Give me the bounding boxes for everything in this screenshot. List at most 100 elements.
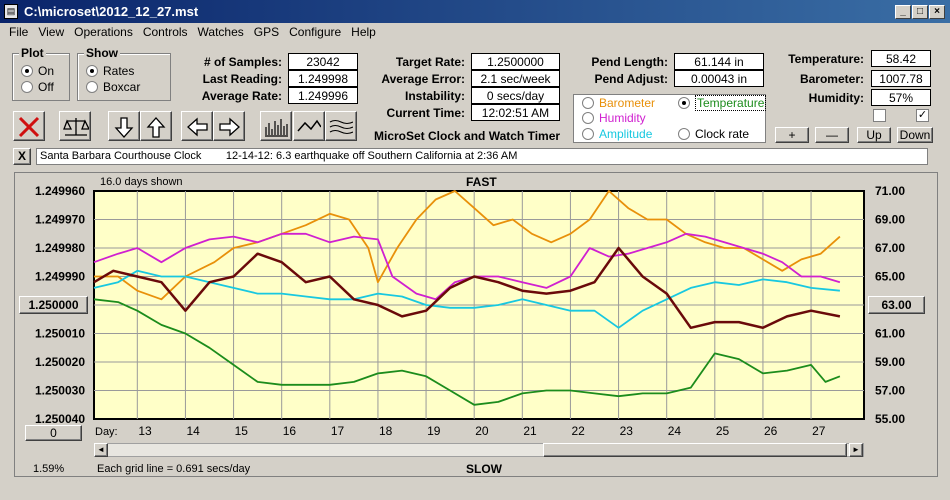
pend-length-label: Pend Length: [591,55,668,69]
window-title: C:\microset\2012_12_27.mst [24,4,199,19]
temperature-radio[interactable]: Temperature [678,95,767,111]
fast-label: FAST [466,175,497,189]
arrow-down-icon [114,117,134,138]
menu-file[interactable]: File [9,25,29,39]
chart-panel [14,172,938,477]
barometer-radio[interactable]: Barometer [582,96,655,110]
plot-off-radio[interactable]: Off [21,80,54,94]
arrow-down-button[interactable] [108,111,140,141]
plot-group-title: Plot [19,46,46,60]
calibrate-button[interactable] [59,111,91,141]
menu-watches[interactable]: Watches [197,25,244,39]
clock-rate-radio[interactable]: Clock rate [678,127,749,141]
slow-label: SLOW [466,462,502,476]
target-rate-value: 1.2500000 [471,53,560,70]
graph-selector-panel: Barometer Temperature Humidity Clock rat… [573,94,767,143]
arrow-left-icon [187,117,208,137]
arrow-right-icon [219,117,240,137]
radio-dot-icon [582,97,594,109]
microset-app-icon[interactable]: ▤ [4,4,18,19]
menu-view[interactable]: View [38,25,65,39]
radio-dot-icon [21,81,33,93]
humidity-radio-label: Humidity [599,111,646,125]
barometer-value: 1007.78 [871,70,931,87]
temperature-radio-label: Temperature [695,95,767,111]
menu-help[interactable]: Help [351,25,376,39]
barometer-radio-label: Barometer [599,96,656,110]
arrow-right-button[interactable] [213,111,245,141]
zero-button[interactable]: 0 [25,425,82,441]
grid-line-note: Each grid line = 0.691 secs/day [97,463,251,475]
show-rates-label: Rates [103,64,135,78]
samples-label: # of Samples: [203,55,282,69]
scroll-thumb[interactable] [543,443,847,457]
current-time-label: Current Time: [386,106,465,120]
option-checkbox-2[interactable]: ✓ [916,109,929,122]
minimize-button[interactable]: _ [895,5,911,19]
scroll-right-button[interactable]: ► [849,443,863,457]
barometer-label: Barometer: [799,72,864,86]
left-axis-center-button[interactable]: 1.250000 [19,296,88,314]
radio-dot-icon [86,81,98,93]
scroll-left-button[interactable]: ◄ [94,443,108,457]
pend-length-value: 61.144 in [674,53,764,70]
temperature-value: 58.42 [871,50,931,67]
radio-dot-icon [678,128,690,140]
minus-button[interactable]: — [815,127,849,143]
bar-view-button[interactable] [260,111,292,141]
average-rate-value: 1.249996 [288,87,358,104]
right-axis-center-button[interactable]: 63.00 [868,296,925,314]
close-button[interactable]: × [929,5,945,19]
line-view-button[interactable] [293,111,325,141]
humidity-radio[interactable]: Humidity [582,111,646,125]
arrow-up-icon [146,117,166,138]
wave-view-button[interactable] [325,111,357,141]
last-reading-label: Last Reading: [202,72,282,86]
radio-dot-icon [21,65,33,77]
show-boxcar-radio[interactable]: Boxcar [86,80,140,94]
plus-button[interactable]: + [775,127,809,143]
red-x-icon [18,116,40,138]
option-checkbox-1[interactable] [873,109,886,122]
arrow-left-button[interactable] [181,111,213,141]
show-group: Show Rates Boxcar [77,46,171,101]
menu-bar: File View Operations Controls Watches GPS Conf… [0,23,950,42]
menu-gps[interactable]: GPS [253,25,280,39]
arrow-up-button[interactable] [140,111,172,141]
average-error-label: Average Error: [381,72,465,86]
balance-scale-icon [63,118,89,136]
chart-scrollbar[interactable]: ◄ ► [94,443,864,457]
message-text: Santa Barbara Courthouse Clock 12-14-12:… [36,148,928,165]
radio-dot-icon [678,97,690,109]
bar-graph-icon [265,119,288,137]
menu-configure[interactable]: Configure [289,25,342,39]
average-rate-label: Average Rate: [201,89,282,103]
radio-dot-icon [86,65,98,77]
title-bar[interactable]: ▤ C:\microset\2012_12_27.mst _ □ × [0,0,950,23]
down-button[interactable]: Down [897,127,933,143]
line-graph-icon [297,119,321,132]
message-close-button[interactable]: X [13,148,31,165]
menu-operations[interactable]: Operations [74,25,133,39]
clock-rate-radio-label: Clock rate [695,127,750,141]
plot-on-radio[interactable]: On [21,64,54,78]
humidity-value: 57% [871,89,931,106]
menu-controls[interactable]: Controls [142,25,188,39]
show-rates-radio[interactable]: Rates [86,64,134,78]
average-error-value: 2.1 sec/week [471,70,560,87]
pend-adjust-label: Pend Adjust: [594,72,668,86]
stop-button[interactable] [13,111,45,141]
maximize-button[interactable]: □ [912,5,928,19]
percent-readout: 1.59% [33,463,65,475]
amplitude-radio[interactable]: Amplitude [582,127,652,141]
show-group-title: Show [84,46,120,60]
app-caption: MicroSet Clock and Watch Timer [374,129,561,143]
radio-dot-icon [582,128,594,140]
current-time-value: 12:02:51 AM [471,104,560,121]
plot-off-label: Off [38,80,54,94]
up-button[interactable]: Up [857,127,891,143]
target-rate-label: Target Rate: [395,55,465,69]
samples-value: 23042 [288,53,358,70]
humidity-label: Humidity: [808,91,864,105]
